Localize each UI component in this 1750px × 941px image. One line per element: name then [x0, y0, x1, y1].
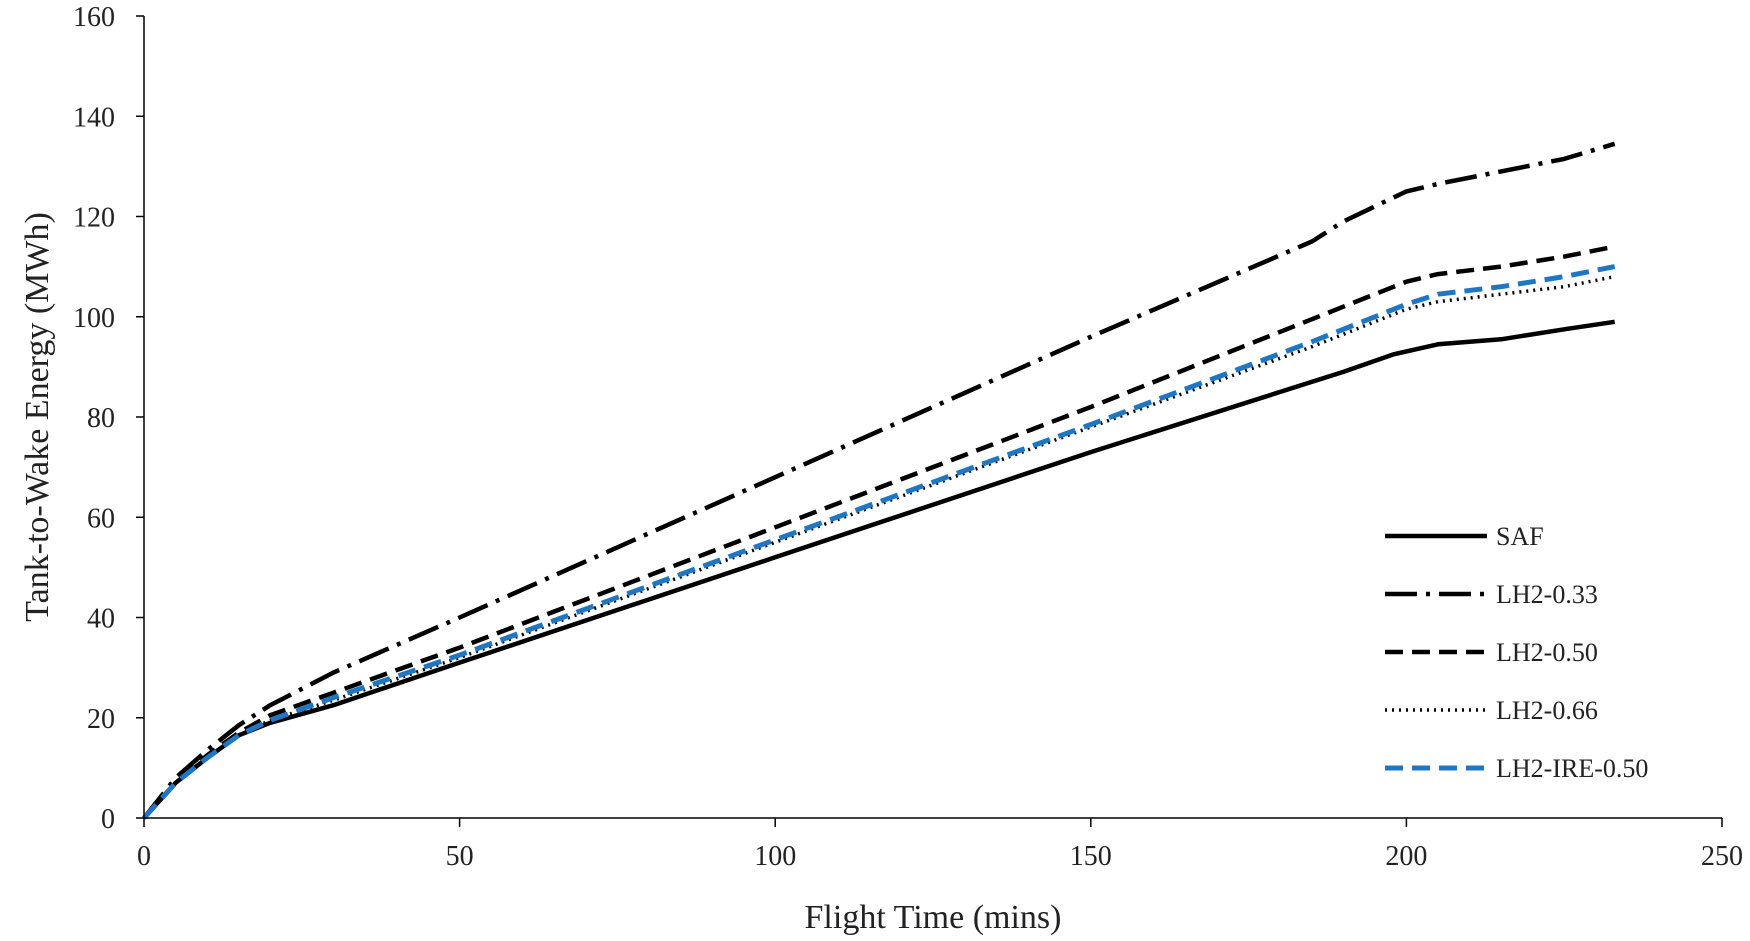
legend: SAF LH2-0.33 LH2-0.50 LH2-0.66 LH2-IRE-0.50	[1385, 522, 1648, 783]
y-tick-label: 120	[73, 203, 115, 234]
x-tick-label: 100	[754, 841, 796, 872]
x-tick-label: 150	[1070, 841, 1112, 872]
series-line-saf	[142, 319, 1616, 820]
legend-label: LH2-IRE-0.50	[1496, 754, 1648, 783]
legend-label: LH2-0.50	[1496, 638, 1598, 667]
y-tick-label: 80	[87, 403, 115, 434]
x-tick-label: 50	[446, 841, 474, 872]
series-layer	[142, 141, 1616, 820]
x-axis-label: Flight Time (mins)	[805, 899, 1062, 936]
y-tick-label: 20	[87, 704, 115, 735]
legend-label: LH2-0.33	[1496, 580, 1598, 609]
series-line-lh2-0-33	[142, 141, 1616, 820]
y-tick-label: 60	[87, 503, 115, 534]
legend-label: SAF	[1496, 522, 1544, 551]
x-tick-label: 250	[1701, 841, 1743, 872]
y-axis-ticks: 0 20 40 60 80 100 120 140 160	[73, 2, 144, 835]
x-axis-ticks: 0 50 100 150 200 250	[137, 818, 1743, 872]
legend-label: LH2-0.66	[1496, 696, 1598, 725]
series-line-lh2-0-50	[142, 244, 1616, 820]
y-tick-label: 140	[73, 102, 115, 133]
x-tick-label: 0	[137, 841, 151, 872]
y-axis-label: Tank-to-Wake Energy (MWh)	[19, 212, 56, 622]
y-tick-label: 0	[101, 804, 115, 835]
x-tick-label: 200	[1385, 841, 1427, 872]
y-tick-label: 40	[87, 604, 115, 635]
series-line-lh2-0-66	[142, 274, 1616, 820]
series-line-lh2-ire-0-50	[142, 264, 1616, 820]
y-tick-label: 160	[73, 2, 115, 33]
y-tick-label: 100	[73, 303, 115, 334]
